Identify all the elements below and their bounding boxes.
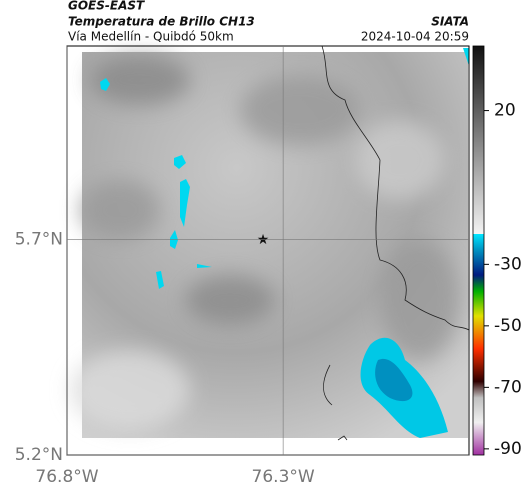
satellite-image — [67, 45, 470, 455]
colorbar-tick-label: -30 — [494, 254, 522, 274]
title: GOES-EAST — [68, 0, 145, 13]
colorbar-tick-label: -50 — [494, 316, 522, 336]
colorbar-tick-label: -70 — [494, 377, 522, 397]
subtitle: Temperatura de Brillo CH13 — [68, 15, 255, 29]
route: Vía Medellín - Quibdó 50km — [68, 30, 234, 44]
colorbar — [472, 45, 485, 456]
x-tick-label: 76.8°W — [35, 467, 98, 487]
source: SIATA — [431, 15, 469, 29]
y-tick-label: 5.2°N — [15, 445, 63, 465]
colorbar-tick-label: -90 — [494, 439, 522, 459]
timestamp: 2024-10-04 20:59 — [361, 30, 469, 44]
colorbar-tick-label: 20 — [494, 101, 516, 121]
y-tick-label: 5.7°N — [15, 230, 63, 250]
x-tick-label: 76.3°W — [252, 467, 315, 487]
